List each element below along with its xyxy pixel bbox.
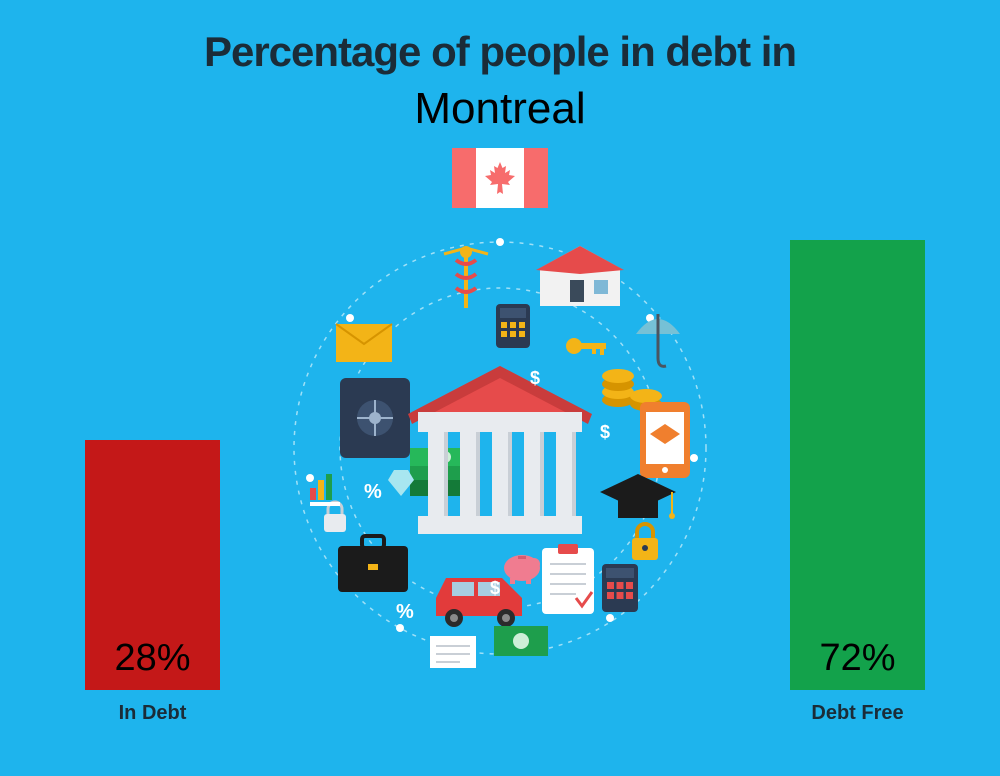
bar-fill: 28%: [85, 440, 220, 690]
bar-value: 28%: [114, 637, 190, 680]
finance-illustration: % % $ $ $: [280, 228, 720, 668]
flag-left-band: [452, 148, 476, 208]
svg-text:$: $: [530, 368, 540, 388]
flag-center: [476, 148, 524, 208]
maple-leaf-icon: [484, 161, 516, 195]
page-title: Percentage of people in debt in: [0, 28, 1000, 76]
page-subtitle: Montreal: [0, 84, 1000, 134]
svg-text:%: %: [364, 481, 382, 503]
bar-in-debt: 28%In Debt: [85, 440, 220, 690]
canada-flag-icon: [452, 148, 548, 208]
flag-right-band: [524, 148, 548, 208]
bar-debt-free: 72%Debt Free: [790, 240, 925, 690]
svg-text:%: %: [396, 601, 414, 623]
bar-value: 72%: [819, 637, 895, 680]
svg-text:$: $: [600, 422, 610, 442]
bar-label: Debt Free: [811, 702, 903, 725]
svg-text:$: $: [490, 578, 500, 598]
bar-label: In Debt: [119, 702, 187, 725]
bar-fill: 72%: [790, 240, 925, 690]
